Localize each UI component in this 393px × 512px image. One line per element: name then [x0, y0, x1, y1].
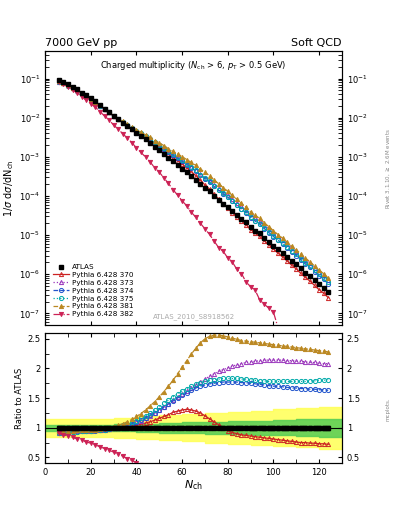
Text: mcplots.: mcplots. [386, 398, 391, 421]
Text: Rivet 3.1.10, $\geq$ 2.6M events: Rivet 3.1.10, $\geq$ 2.6M events [384, 129, 392, 209]
X-axis label: $N_{\rm ch}$: $N_{\rm ch}$ [184, 479, 203, 493]
Text: Soft QCD: Soft QCD [292, 37, 342, 48]
Y-axis label: 1/$\sigma$ d$\sigma$/dN$_{\rm ch}$: 1/$\sigma$ d$\sigma$/dN$_{\rm ch}$ [3, 159, 17, 217]
Y-axis label: Ratio to ATLAS: Ratio to ATLAS [15, 368, 24, 429]
Text: 7000 GeV pp: 7000 GeV pp [45, 37, 118, 48]
Legend: ATLAS, Pythia 6.428 370, Pythia 6.428 373, Pythia 6.428 374, Pythia 6.428 375, P: ATLAS, Pythia 6.428 370, Pythia 6.428 37… [52, 263, 135, 319]
Text: Charged multiplicity ($N_{\rm ch}$ > 6, $p_{\rm T}$ > 0.5 GeV): Charged multiplicity ($N_{\rm ch}$ > 6, … [100, 59, 287, 72]
Text: ATLAS_2010_S8918562: ATLAS_2010_S8918562 [152, 313, 235, 319]
